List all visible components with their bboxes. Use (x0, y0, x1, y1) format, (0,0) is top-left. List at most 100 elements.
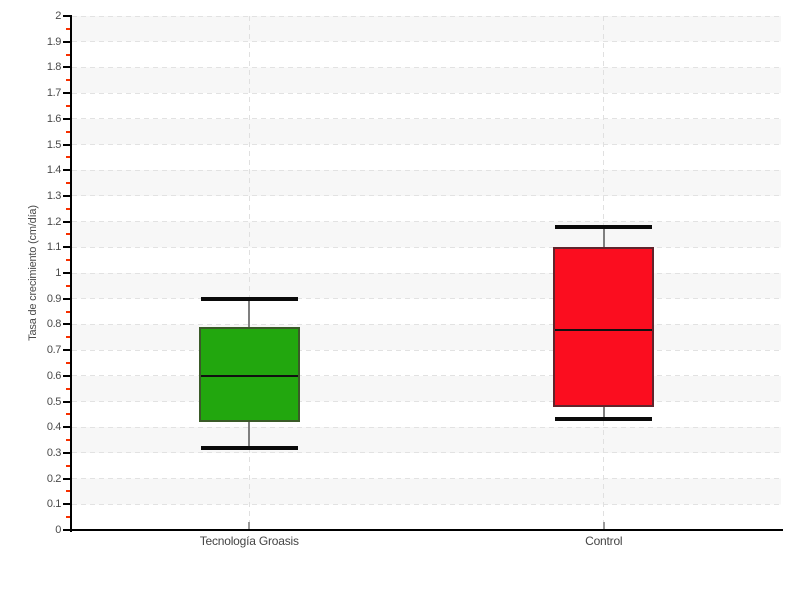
h-gridline (72, 15, 781, 17)
y-major-tick (63, 143, 70, 146)
y-major-tick (63, 40, 70, 43)
h-gridline (72, 92, 781, 94)
y-major-tick (63, 297, 70, 300)
y-major-tick (63, 66, 70, 69)
whisker-cap-min (200, 445, 298, 450)
y-tick-label: 0.4 (46, 421, 61, 434)
whisker-stem-lower (248, 422, 251, 448)
y-minor-tick (66, 207, 70, 210)
y-minor-tick (66, 310, 70, 313)
y-major-tick (63, 15, 70, 17)
y-tick-label: 1.2 (46, 215, 61, 228)
y-major-tick (63, 400, 70, 403)
y-axis-line (70, 15, 72, 532)
h-gridline (72, 401, 781, 402)
y-tick-label: 1.5 (46, 138, 61, 151)
box-body (553, 247, 655, 407)
y-minor-tick (66, 361, 70, 364)
median-line (200, 374, 298, 377)
x-category-tick (248, 522, 251, 530)
y-tick-label: 1.6 (46, 112, 61, 125)
x-category-label: Control (585, 534, 623, 548)
h-gridline (72, 169, 781, 171)
y-tick-label: 1 (55, 267, 61, 279)
y-minor-tick (66, 53, 70, 56)
y-major-tick (63, 117, 70, 120)
y-major-tick (63, 529, 70, 531)
y-tick-label: 0 (55, 524, 61, 536)
whisker-cap-max (555, 224, 653, 229)
whisker-cap-max (200, 296, 298, 301)
h-gridline (72, 298, 781, 300)
h-gridline (72, 349, 781, 351)
y-minor-tick (66, 387, 70, 390)
whisker-stem-lower (602, 406, 605, 420)
whisker-stem-upper (602, 226, 605, 248)
h-gridline (72, 272, 781, 274)
whisker-cap-min (555, 417, 653, 422)
y-minor-tick (66, 464, 70, 467)
y-tick-label: 1.8 (46, 61, 61, 74)
h-gridline (72, 246, 781, 248)
x-category-label: Tecnología Groasis (199, 534, 299, 548)
h-gridline (72, 144, 781, 145)
y-tick-label: 2 (55, 10, 61, 22)
y-tick-label: 0.6 (46, 369, 61, 382)
y-major-tick (63, 451, 70, 454)
y-minor-tick (66, 490, 70, 493)
y-minor-tick (66, 104, 70, 107)
y-minor-tick (66, 156, 70, 159)
x-category-tick (602, 522, 605, 530)
h-gridline (72, 118, 781, 120)
y-major-tick (63, 169, 70, 172)
y-tick-label: 0.5 (46, 395, 61, 408)
y-minor-tick (66, 413, 70, 416)
y-minor-tick (66, 516, 70, 519)
x-axis-line (70, 529, 783, 531)
y-major-tick (63, 323, 70, 326)
whisker-stem-upper (248, 298, 251, 327)
y-tick-label: 0.7 (46, 344, 61, 357)
y-tick-label: 0.9 (46, 292, 61, 305)
y-minor-tick (66, 336, 70, 339)
y-tick-label: 1.1 (46, 241, 61, 254)
y-minor-tick (66, 284, 70, 287)
h-gridline (72, 503, 781, 505)
y-minor-tick (66, 79, 70, 82)
y-minor-tick (66, 130, 70, 133)
box-body (198, 326, 300, 423)
y-major-tick (63, 349, 70, 352)
y-major-tick (63, 503, 70, 506)
y-major-tick (63, 92, 70, 95)
y-major-tick (63, 194, 70, 197)
y-tick-label: 1.3 (46, 189, 61, 202)
y-major-tick (63, 220, 70, 223)
h-gridline (72, 478, 781, 480)
v-gridline (248, 16, 250, 530)
h-gridline (72, 375, 781, 377)
y-tick-label: 1.9 (46, 35, 61, 48)
y-tick-label: 0.2 (46, 472, 61, 485)
y-tick-label: 0.1 (46, 498, 61, 511)
y-minor-tick (66, 233, 70, 236)
y-major-tick (63, 374, 70, 377)
y-major-tick (63, 272, 70, 274)
y-major-tick (63, 477, 70, 480)
y-major-tick (63, 426, 70, 429)
y-tick-label: 0.3 (46, 446, 61, 459)
median-line (555, 328, 653, 331)
h-gridline (72, 323, 781, 325)
y-minor-tick (66, 182, 70, 185)
y-minor-tick (66, 27, 70, 30)
h-gridline (72, 452, 781, 454)
h-gridline (72, 66, 781, 68)
h-gridline (72, 426, 781, 428)
y-minor-tick (66, 259, 70, 262)
h-gridline (72, 221, 781, 223)
y-tick-label: 1.4 (46, 164, 61, 177)
y-minor-tick (66, 439, 70, 442)
y-tick-label: 0.8 (46, 318, 61, 331)
y-major-tick (63, 246, 70, 249)
y-tick-label: 1.7 (46, 87, 61, 100)
